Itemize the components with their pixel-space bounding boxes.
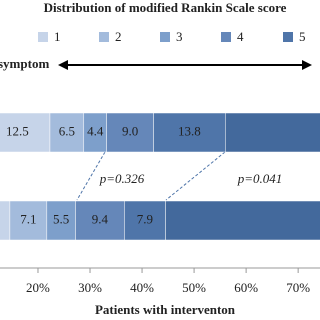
- data-label: 9.4: [92, 211, 109, 226]
- chart-title: Distribution of modified Rankin Scale sc…: [44, 0, 287, 15]
- legend-swatch: [99, 32, 109, 42]
- legend-label: 3: [176, 29, 183, 44]
- bar-segment: [225, 112, 320, 153]
- bar-segment: [124, 200, 166, 241]
- legend-swatch: [38, 32, 48, 42]
- legend-swatch: [221, 32, 231, 42]
- data-label: 9.0: [122, 123, 138, 138]
- x-tick-label: 70%: [286, 280, 310, 295]
- annotation: symptom: [0, 56, 49, 71]
- legend-label: 4: [237, 29, 244, 44]
- legend-label: 2: [115, 29, 122, 44]
- bar-segment: [165, 200, 320, 241]
- bar-segment: [0, 200, 11, 241]
- x-tick-label: 50%: [182, 280, 206, 295]
- legend-swatch: [160, 32, 170, 42]
- x-axis-label: Patients with interventon: [95, 302, 236, 317]
- connector: [76, 151, 106, 201]
- x-tick-label: 60%: [234, 280, 258, 295]
- double-arrow: [58, 60, 312, 70]
- x-tick-label: 30%: [78, 280, 102, 295]
- p-value: p=0.041: [237, 171, 283, 186]
- data-label: 13.8: [178, 123, 201, 138]
- p-value: p=0.326: [99, 171, 145, 186]
- legend-label: 5: [299, 29, 306, 44]
- x-tick-label: 20%: [26, 280, 50, 295]
- data-label: 6.5: [59, 123, 75, 138]
- data-label: 7.9: [137, 211, 153, 226]
- bar-segment: [0, 112, 51, 153]
- data-label: 4.4: [87, 123, 104, 138]
- bar-segment: [9, 200, 48, 241]
- data-label: 7.1: [20, 211, 36, 226]
- legend-swatch: [283, 32, 293, 42]
- data-label: 5.5: [53, 211, 69, 226]
- data-label: 12.5: [6, 123, 29, 138]
- legend-label: 1: [54, 29, 61, 44]
- bar-segment: [75, 200, 125, 241]
- x-tick-label: 40%: [130, 280, 154, 295]
- connector: [165, 151, 226, 201]
